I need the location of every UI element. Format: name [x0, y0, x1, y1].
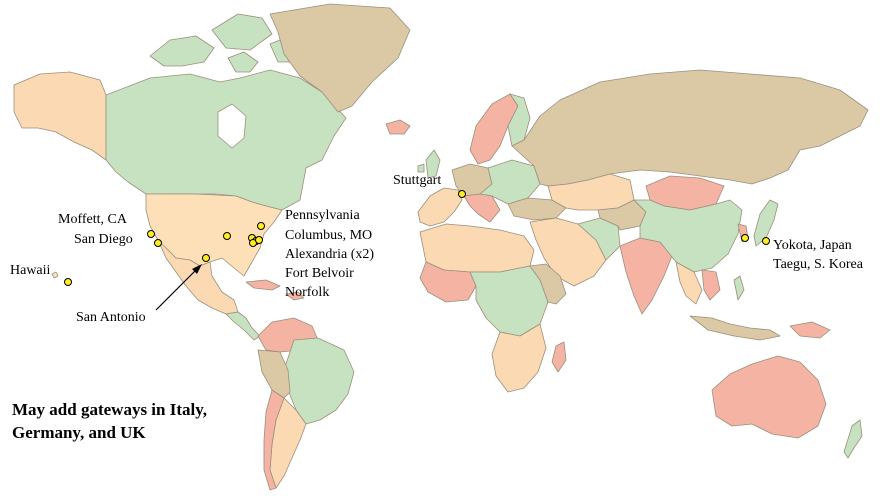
- france-iberia: [417, 187, 463, 227]
- label-taegu: Taegu, S. Korea: [773, 257, 863, 272]
- marker-yokota: [762, 237, 770, 245]
- chile: [263, 389, 285, 491]
- north-africa: [419, 223, 535, 273]
- madagascar: [551, 341, 567, 373]
- marker-san-antonio: [202, 254, 210, 262]
- marker-san-diego: [154, 239, 162, 247]
- marker-norfolk: [255, 236, 263, 244]
- marker-columbus: [223, 232, 231, 240]
- india: [619, 237, 673, 315]
- central-america: [225, 311, 261, 341]
- hudson-bay: [217, 103, 247, 149]
- marker-hawaii: [64, 278, 72, 286]
- australia: [711, 355, 827, 439]
- arctic-islands: [149, 13, 305, 73]
- peru-bolivia: [257, 349, 291, 399]
- label-alexandria: Alexandria (x2): [285, 247, 375, 262]
- label-yokota: Yokota, Japan: [773, 238, 852, 253]
- italy-balkans: [463, 193, 501, 223]
- label-stuttgart: Stuttgart: [393, 173, 442, 188]
- indonesia: [689, 315, 781, 341]
- label-fort-belvoir: Fort Belvoir: [285, 266, 354, 281]
- japan: [753, 199, 779, 247]
- gateway-note: May add gateways in Italy, Germany, and …: [12, 398, 207, 444]
- china: [633, 199, 743, 273]
- gateway-note-line1: May add gateways in Italy,: [12, 400, 208, 419]
- new-zealand: [843, 419, 863, 459]
- gateway-note-line2: Germany, and UK: [12, 423, 146, 442]
- usa: [145, 193, 283, 277]
- central-africa: [469, 265, 549, 337]
- east-africa: [529, 263, 567, 305]
- mexico: [157, 239, 239, 315]
- west-africa: [419, 261, 477, 303]
- greenland: [269, 3, 411, 113]
- turkey: [507, 197, 567, 221]
- label-hawaii: Hawaii: [10, 263, 51, 278]
- marker-taegu: [741, 234, 749, 242]
- indochina: [701, 269, 721, 301]
- san-antonio-arrow: [155, 264, 202, 311]
- marker-pennsylvania: [257, 222, 265, 230]
- label-columbus: Columbus, MO: [285, 228, 373, 243]
- label-moffett: Moffett, CA: [58, 212, 127, 227]
- marker-stuttgart: [458, 190, 466, 198]
- iceland: [385, 119, 411, 135]
- middle-east: [529, 217, 607, 287]
- label-san-antonio: San Antonio: [76, 310, 146, 325]
- new-guinea: [789, 321, 831, 339]
- southern-africa: [491, 323, 547, 393]
- russia: [511, 69, 869, 187]
- marker-moffett: [147, 230, 155, 238]
- uk: [417, 149, 441, 179]
- philippines: [733, 275, 745, 301]
- caribbean: [245, 279, 305, 301]
- alaska: [13, 71, 107, 161]
- hawaii-islands: [51, 271, 59, 279]
- label-norfolk: Norfolk: [285, 285, 330, 300]
- se-asia: [675, 261, 703, 305]
- label-pennsylvania: Pennsylvania: [285, 208, 360, 223]
- label-san-diego: San Diego: [74, 232, 133, 247]
